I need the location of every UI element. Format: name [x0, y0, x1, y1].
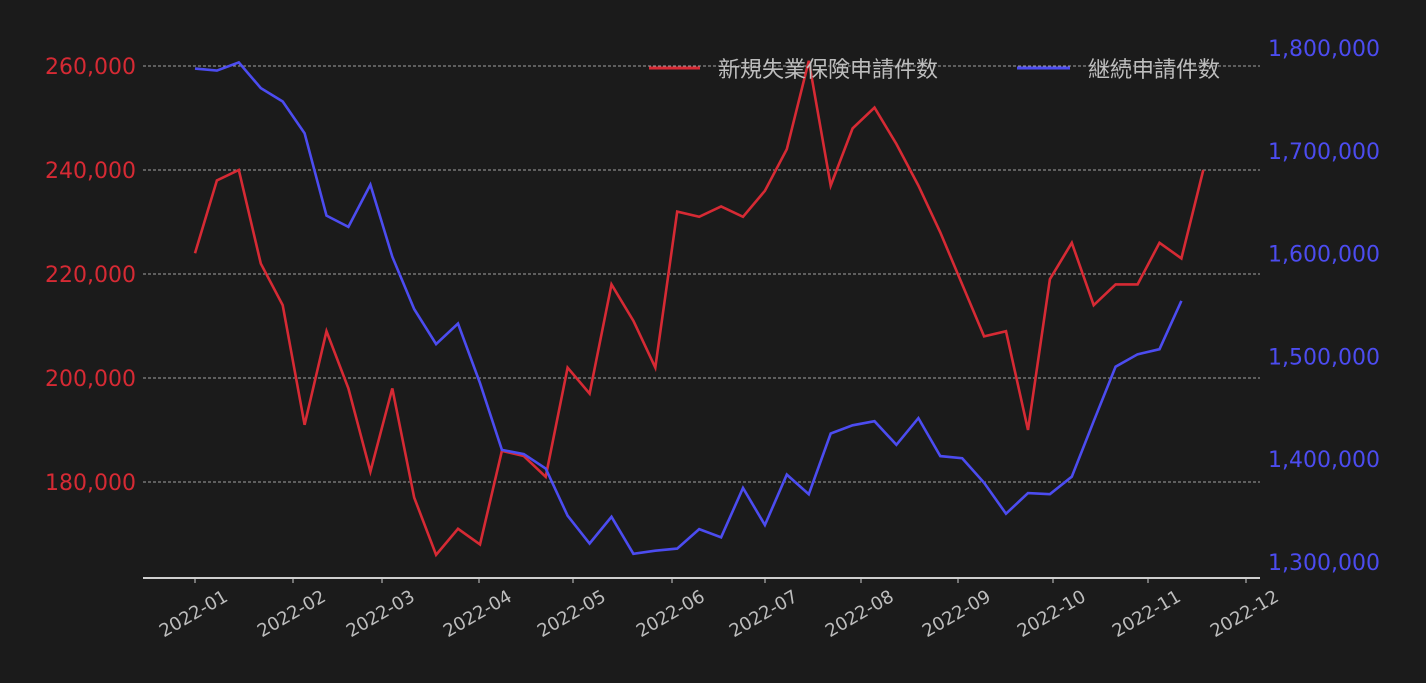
left-y-axis: 180,000 200,000 220,000 240,000 260,000: [45, 55, 136, 496]
right-tick-label: 1,700,000: [1268, 140, 1380, 165]
x-tick-label: 2022-09: [919, 586, 995, 642]
initial-claims-line: [193, 60, 1205, 558]
x-tick-label: 2022-04: [440, 586, 516, 642]
legend-label-initial-claims: 新規失業保険申請件数: [718, 58, 938, 83]
left-tick-label: 220,000: [45, 263, 136, 288]
right-tick-label: 1,300,000: [1268, 551, 1380, 576]
right-tick-label: 1,600,000: [1268, 243, 1380, 268]
right-tick-label: 1,400,000: [1268, 448, 1380, 473]
left-tick-label: 180,000: [45, 471, 136, 496]
continuing-claims-line: [194, 60, 1183, 556]
x-tick-label: 2022-11: [1109, 586, 1185, 642]
gridlines: [143, 65, 1260, 483]
right-tick-label: 1,800,000: [1268, 37, 1380, 62]
left-tick-label: 260,000: [45, 55, 136, 80]
x-tick-label: 2022-03: [343, 586, 419, 642]
legend-label-continuing-claims: 継続申請件数: [1088, 58, 1220, 83]
x-tick-label: 2022-08: [822, 586, 898, 642]
x-tick-label: 2022-02: [254, 586, 330, 642]
left-tick-label: 200,000: [45, 367, 136, 392]
x-axis: 2022-01 2022-02 2022-03 2022-04 2022-05 2022-…: [143, 577, 1283, 642]
x-tick-label: 2022-01: [156, 586, 232, 642]
x-tick-label: 2022-05: [534, 586, 610, 642]
x-tick-label: 2022-06: [633, 586, 709, 642]
x-tick-label: 2022-07: [726, 586, 802, 642]
x-tick-label: 2022-12: [1207, 586, 1283, 642]
right-tick-label: 1,500,000: [1268, 345, 1380, 370]
x-tick-label: 2022-10: [1014, 586, 1090, 642]
legend: 新規失業保険申請件数 継続申請件数: [649, 58, 1220, 83]
left-tick-label: 240,000: [45, 159, 136, 184]
plot-lines: [193, 60, 1205, 558]
right-y-axis: 1,300,000 1,400,000 1,500,000 1,600,000 1,70…: [1268, 37, 1380, 576]
